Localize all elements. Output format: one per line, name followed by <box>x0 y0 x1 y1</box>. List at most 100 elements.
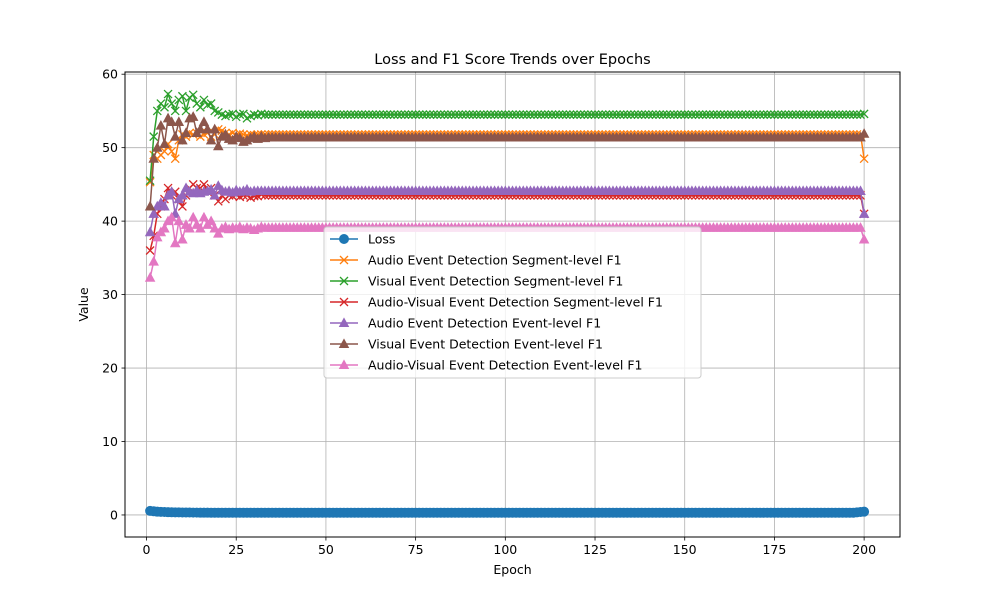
data-point <box>497 110 507 120</box>
data-point <box>662 110 672 120</box>
series-group <box>144 89 870 518</box>
data-point <box>855 185 866 196</box>
data-point <box>644 110 654 120</box>
data-point <box>260 110 270 120</box>
data-point <box>565 110 575 120</box>
data-point <box>177 233 188 244</box>
data-point <box>152 231 163 242</box>
legend-marker <box>339 255 349 265</box>
series-3 <box>145 89 869 186</box>
data-point <box>554 110 564 120</box>
x-tick-label: 25 <box>228 542 244 557</box>
data-point <box>766 110 776 120</box>
data-point <box>360 110 370 120</box>
data-point <box>848 110 858 120</box>
data-point <box>834 110 844 120</box>
x-tick-label: 100 <box>493 542 517 557</box>
data-point <box>536 110 546 120</box>
data-point <box>784 110 794 120</box>
legend-label: Visual Event Detection Event-level F1 <box>368 337 603 352</box>
legend-marker <box>339 276 349 286</box>
data-point <box>651 110 661 120</box>
data-point <box>726 110 736 120</box>
data-point <box>418 110 428 120</box>
data-point <box>317 110 327 120</box>
data-point <box>787 110 797 120</box>
legend: Loss Audio Event Detection Segment-level … <box>323 226 702 379</box>
data-point <box>859 154 869 164</box>
data-point <box>845 110 855 120</box>
data-point <box>378 110 388 120</box>
legend-item: Audio-Visual Event Detection Event-level… <box>330 358 642 373</box>
legend-item: Audio-Visual Event Detection Segment-lev… <box>330 295 663 310</box>
data-point <box>547 110 557 120</box>
data-point <box>144 200 156 211</box>
data-point <box>691 110 700 120</box>
data-point <box>464 110 474 120</box>
data-point <box>198 116 210 127</box>
data-point <box>371 110 381 120</box>
data-point <box>518 110 528 120</box>
data-point <box>209 123 220 134</box>
data-point <box>187 111 199 121</box>
data-point <box>583 110 593 120</box>
data-point <box>626 110 636 120</box>
data-point <box>457 110 467 120</box>
data-point <box>429 110 439 120</box>
y-tick-label: 10 <box>102 434 118 449</box>
data-point <box>493 110 503 120</box>
data-point <box>173 215 185 226</box>
data-point <box>712 110 722 120</box>
data-point <box>608 110 618 120</box>
data-point <box>332 110 342 120</box>
data-point <box>195 123 206 134</box>
data-point <box>823 110 833 120</box>
data-point <box>622 110 632 120</box>
data-point <box>145 246 155 255</box>
data-point <box>160 146 169 156</box>
data-point <box>159 200 170 211</box>
data-point <box>209 189 220 200</box>
data-point <box>170 106 180 116</box>
data-point <box>472 110 482 120</box>
data-point <box>525 110 535 120</box>
data-point <box>468 110 478 120</box>
data-point <box>296 110 306 120</box>
data-point <box>586 110 596 120</box>
data-point <box>364 110 374 120</box>
data-point <box>414 110 424 120</box>
data-point <box>335 110 345 120</box>
data-point <box>160 102 169 112</box>
data-point <box>342 110 352 120</box>
data-point <box>148 153 159 163</box>
legend-label: Audio-Visual Event Detection Event-level… <box>368 358 642 373</box>
data-point <box>737 110 747 120</box>
data-point <box>708 110 718 120</box>
data-point <box>533 110 543 120</box>
data-point <box>769 110 779 120</box>
data-point <box>615 110 625 120</box>
data-point <box>543 110 553 120</box>
data-point <box>285 110 295 120</box>
x-tick-label: 175 <box>762 542 786 557</box>
data-point <box>314 110 324 120</box>
data-point <box>167 99 177 109</box>
data-point <box>187 211 199 222</box>
y-axis-label: Value <box>76 287 91 322</box>
data-point <box>830 110 840 120</box>
data-point <box>838 110 848 120</box>
data-point <box>640 110 650 120</box>
data-point <box>188 90 198 100</box>
data-point <box>299 110 309 120</box>
legend-marker <box>338 338 350 349</box>
data-point <box>802 110 812 120</box>
data-point <box>328 110 338 120</box>
data-point <box>773 110 783 120</box>
data-point <box>396 110 406 120</box>
data-point <box>637 110 647 120</box>
data-point <box>508 110 517 120</box>
y-tick-label: 60 <box>102 67 118 82</box>
data-point <box>159 222 170 233</box>
data-point <box>310 110 320 120</box>
